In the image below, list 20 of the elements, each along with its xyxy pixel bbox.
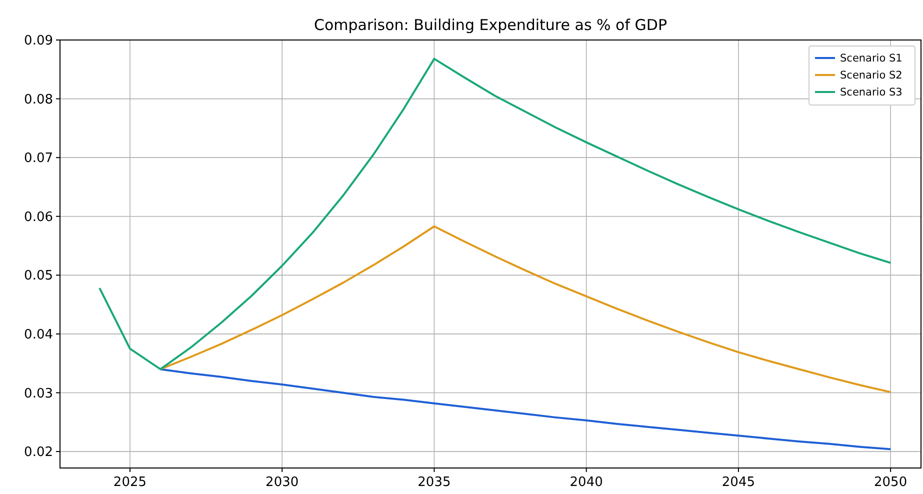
y-tick-label: 0.02 [24,445,53,460]
x-tick-label: 2030 [266,475,299,490]
y-tick-label: 0.03 [24,386,53,402]
x-tick-label: 2045 [722,475,756,490]
chart-title: Comparison: Building Expenditure as % of GDP [314,16,668,34]
y-tick-label: 0.09 [24,34,53,49]
y-tick-label: 0.04 [24,328,53,343]
legend-label: Scenario S2 [840,70,902,82]
y-tick-label: 0.08 [24,92,53,108]
line-series [159,368,892,450]
y-tick-label: 0.05 [24,268,53,284]
legend-label: Scenario S1 [840,52,902,65]
y-tick-label: 0.07 [24,151,53,166]
x-tick-label: 2040 [570,475,603,490]
legend-label: Scenario S3 [840,86,902,99]
y-tick-label: 0.06 [24,210,53,225]
x-tick-label: 2035 [418,475,451,490]
x-tick-label: 2050 [874,475,908,490]
x-tick-label: 2025 [113,475,147,490]
line-series [159,225,892,394]
